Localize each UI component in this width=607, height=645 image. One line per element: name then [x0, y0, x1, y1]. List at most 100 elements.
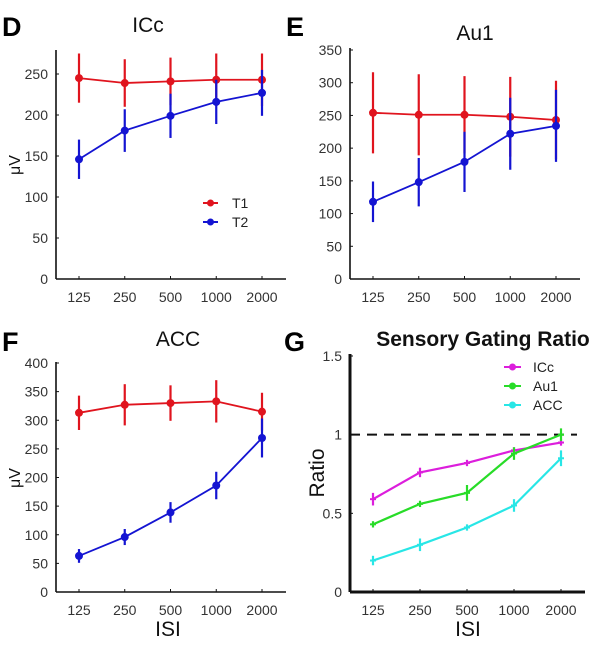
panel-g-xtick-label: 125: [361, 602, 385, 618]
panel-f-ytick-label: 0: [40, 584, 48, 600]
panel-letter-g: G: [284, 327, 305, 357]
panel-f-xtick-label: 250: [113, 602, 137, 618]
panel-e-series-t2-point: [414, 178, 423, 187]
panel-f-series-t2-point: [212, 481, 221, 490]
panel-e-xtick-label: 500: [453, 289, 477, 305]
panel-letter-f: F: [2, 327, 19, 357]
panel-d-legend-swatch-marker: [207, 199, 214, 207]
panel-d-series-t1-point: [166, 77, 175, 86]
panel-d-legend-swatch-marker: [207, 218, 214, 226]
panel-f-title: ACC: [156, 328, 200, 351]
panel-g-ytick-label: 0.5: [323, 505, 343, 521]
panel-f-series-t2: [75, 418, 266, 563]
panel-f-xtick-label: 125: [67, 602, 91, 618]
panel-d-ytick-label: 50: [32, 230, 48, 246]
panel-d-series-t2-point: [75, 155, 83, 164]
panel-f-series-t2-point: [120, 533, 129, 542]
panel-e-xtick-label: 2000: [540, 289, 571, 305]
panel-g-legend: ICc Au1 ACC: [504, 359, 563, 413]
panel-d-ytick-label: 250: [25, 66, 49, 82]
panel-g-legend-swatch-marker: [509, 401, 516, 409]
panel-f: F ACC μV ISI 0 50 100 150 200 250 300 350 400 125…: [2, 327, 286, 641]
panel-g-series-acc: [370, 450, 564, 566]
panel-f-xtick-label: 500: [159, 602, 183, 618]
panel-f-series-t2-point: [75, 551, 83, 560]
panel-d-series-t2-point: [166, 111, 175, 120]
panel-d-title: ICc: [132, 14, 164, 37]
panel-g-ylabel: Ratio: [306, 448, 329, 497]
panel-e: E Au1 0 50 100 150 200 250 300 350 125 250 500 1000…: [286, 12, 580, 305]
panel-d-series-t2-point: [120, 126, 129, 135]
panel-g-xtick-label: 2000: [545, 602, 576, 618]
panel-e-ytick-label: 300: [319, 75, 343, 91]
panel-e-xtick-label: 250: [407, 289, 431, 305]
panel-e-ytick-label: 350: [319, 42, 343, 58]
panel-e-ytick-label: 100: [319, 206, 343, 222]
panel-f-xtick-label: 2000: [246, 602, 277, 618]
panel-f-ytick-label: 100: [25, 527, 49, 543]
panel-e-series-t2-point: [460, 157, 469, 166]
panel-f-xlabel: ISI: [155, 618, 181, 641]
panel-e-plot: 0 50 100 150 200 250 300 350 125 250 500 1000 2000: [319, 42, 580, 305]
panel-d-ytick-label: 100: [25, 189, 49, 205]
panel-g-legend-label: ACC: [533, 397, 563, 413]
panel-e-series-t2-point: [506, 129, 515, 138]
panel-d-ytick-label: 200: [25, 107, 49, 123]
panel-g-legend-swatch-marker: [509, 382, 516, 390]
panel-f-xtick-label: 1000: [201, 602, 232, 618]
panel-f-ytick-label: 350: [25, 384, 49, 400]
panel-f-series-t2-line: [78, 437, 263, 557]
panel-e-xtick-label: 1000: [495, 289, 526, 305]
panel-e-ytick-label: 0: [334, 271, 342, 287]
panel-e-ytick-label: 150: [319, 173, 343, 189]
panel-e-series-t1-point: [414, 110, 423, 119]
panel-letter-d: D: [2, 12, 22, 42]
panel-g-xtick-label: 250: [408, 602, 432, 618]
panel-e-ytick-label: 250: [319, 107, 343, 123]
panel-g-legend-label: Au1: [533, 378, 558, 394]
panel-e-series-t1-point: [369, 108, 377, 117]
panel-g-series-acc-line: [372, 457, 562, 562]
panel-f-ytick-label: 50: [32, 555, 48, 571]
panel-f-ytick-label: 300: [25, 412, 49, 428]
panel-f-series-t1-point: [120, 400, 129, 409]
panel-e-ytick-label: 200: [319, 140, 343, 156]
panel-e-series-t1-point: [460, 110, 469, 119]
panel-f-plot: 0 50 100 150 200 250 300 350 400 125 250 500 1000 200…: [25, 355, 286, 618]
panel-d-legend-label: T1: [232, 195, 249, 211]
panel-e-title: Au1: [456, 22, 493, 45]
panel-e-ytick-label: 50: [326, 238, 342, 254]
panel-d-xtick-label: 125: [67, 289, 91, 305]
panel-d-ylabel: μV: [7, 155, 24, 175]
panel-g-ytick-label: 1.5: [323, 348, 343, 364]
panel-g-ytick-label: 1: [334, 427, 342, 443]
panel-g: G Sensory Gating Ratio Ratio ISI 0 0.5 1 1.…: [284, 327, 590, 641]
panel-g-xtick-label: 500: [455, 602, 479, 618]
panel-f-series-t2-point: [166, 508, 175, 517]
panel-f-series-t1-point: [166, 399, 175, 408]
panel-f-ylabel: μV: [7, 468, 24, 488]
panel-g-xlabel: ISI: [455, 618, 481, 641]
panel-f-series-t1-point: [212, 397, 221, 406]
panel-d-xtick-label: 2000: [246, 289, 277, 305]
panel-g-legend-swatch-marker: [509, 363, 516, 371]
panel-e-xtick-label: 125: [361, 289, 385, 305]
panel-d-xtick-label: 500: [159, 289, 183, 305]
panel-f-series-t2-point: [258, 433, 266, 442]
panel-d-xtick-label: 250: [113, 289, 137, 305]
panel-letter-e: E: [286, 12, 304, 42]
panel-d-series-t2: [75, 69, 266, 179]
panel-f-ytick-label: 200: [25, 470, 49, 486]
panel-g-series-au1: [370, 428, 564, 528]
panel-f-series-t1: [75, 380, 266, 431]
panel-d-ytick-label: 150: [25, 148, 49, 164]
panel-f-series-t1-point: [258, 407, 266, 416]
panel-f-ytick-label: 150: [25, 498, 49, 514]
panel-d: D ICc μV 0 50 100 150 200 250 125 250 500 1000 200…: [2, 12, 286, 305]
panel-g-plot: 0 0.5 1 1.5 125 250 500 1000 2000 ICc Au1 ACC: [323, 348, 585, 618]
panel-f-ytick-label: 250: [25, 441, 49, 457]
panel-g-legend-label: ICc: [533, 359, 554, 375]
